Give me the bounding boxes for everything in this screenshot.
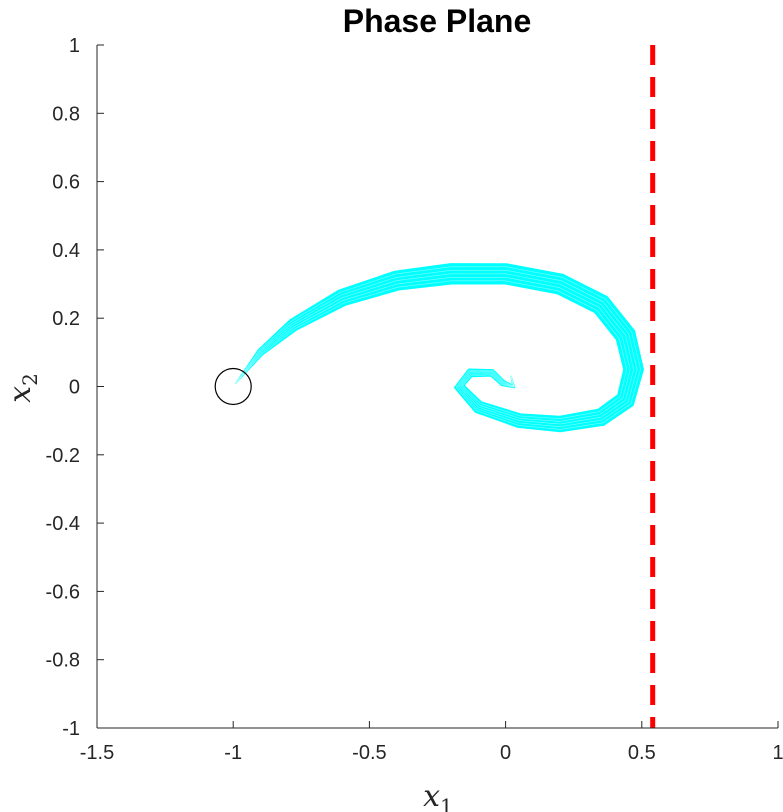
x-tick-label: -1.5: [80, 742, 114, 764]
y-ticks: 1 0.8 0.6 0.4 0.2 0 -0.2 -0.4 -0.6 -0.8 -1: [46, 35, 104, 740]
y-tick-label: 0.8: [52, 103, 80, 125]
y-tick-label: 0.2: [52, 308, 80, 330]
y-tick-label: -0.2: [46, 445, 80, 467]
axes: -1.5 -1 -0.5 0 0.5 1 10.80.60.40.20-0.2-0.4-0…: [46, 35, 783, 764]
trajectory-strand: [235, 266, 641, 430]
y-tick-label: -1: [62, 718, 80, 740]
trajectory-band: [235, 263, 645, 433]
trajectory-strand: [235, 269, 638, 428]
y-tick-label: -0.8: [46, 650, 80, 672]
y-tick-label: 0.4: [52, 240, 80, 262]
y-tick-label: 0.6: [52, 172, 80, 194]
plot-area: [214, 45, 656, 728]
x-tick-label: -0.5: [352, 742, 386, 764]
y-tick-label: -0.6: [46, 581, 80, 603]
x-tick-label: -1: [224, 742, 242, 764]
marker-layer: [214, 367, 252, 406]
y-tick-label: 0: [69, 377, 80, 399]
x-ticks: -1.5 -1 -0.5 0 0.5 1: [80, 721, 783, 764]
trajectory-strand: [235, 273, 634, 425]
y-tick-label: 1: [69, 35, 80, 57]
y-axis-label: x2: [3, 373, 42, 403]
trajectory-strand: [235, 280, 628, 420]
chart-title: Phase Plane: [343, 3, 532, 39]
initial-condition-circle: [214, 367, 252, 406]
x-tick-label: 1: [772, 742, 783, 764]
x-axis-label: x1: [423, 779, 453, 812]
trajectory-strand: [235, 276, 631, 422]
y-tick-label: -0.4: [46, 513, 80, 535]
x-tick-label: 0.5: [628, 742, 656, 764]
x-tick-label: 0: [500, 742, 511, 764]
trajectory-band-fill: [235, 263, 645, 433]
